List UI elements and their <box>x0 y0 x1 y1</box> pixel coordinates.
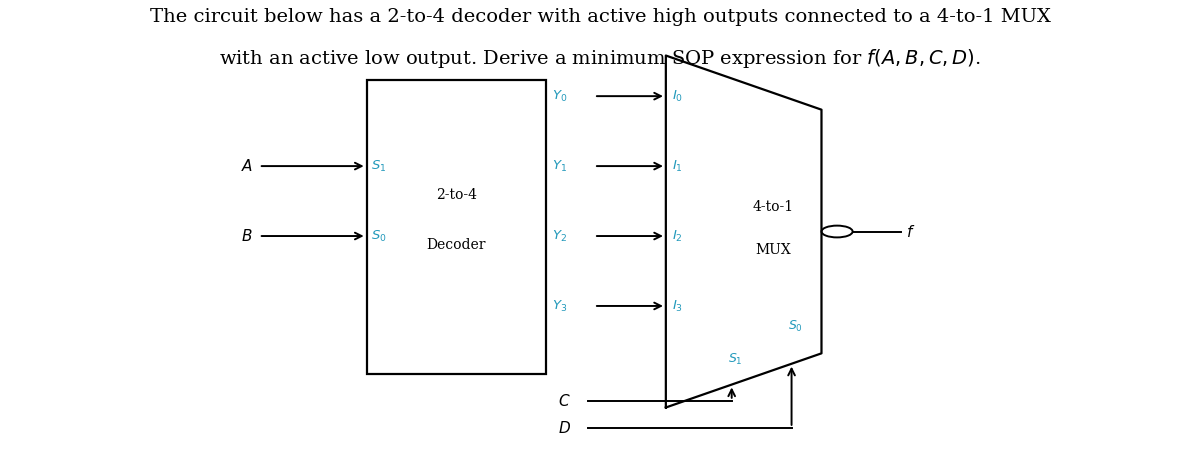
Text: $S_0$: $S_0$ <box>788 319 803 335</box>
Text: $Y_0$: $Y_0$ <box>552 89 568 104</box>
Bar <box>366 80 546 374</box>
Text: MUX: MUX <box>756 242 792 257</box>
Text: $S_1$: $S_1$ <box>728 351 743 366</box>
Text: $A$: $A$ <box>241 158 253 174</box>
Text: $I_1$: $I_1$ <box>672 158 683 173</box>
Text: $S_0$: $S_0$ <box>371 228 386 244</box>
Text: with an active low output. Derive a minimum SOP expression for $f(A, B, C, D)$.: with an active low output. Derive a mini… <box>220 46 980 69</box>
Text: $I_0$: $I_0$ <box>672 89 683 104</box>
Text: 2-to-4: 2-to-4 <box>436 188 476 202</box>
Text: $S_1$: $S_1$ <box>371 158 386 173</box>
Text: 4-to-1: 4-to-1 <box>754 200 794 214</box>
Text: $Y_3$: $Y_3$ <box>552 298 568 314</box>
Text: $I_2$: $I_2$ <box>672 228 683 244</box>
Text: $Y_1$: $Y_1$ <box>552 158 568 173</box>
Text: Decoder: Decoder <box>426 238 486 252</box>
Text: $I_3$: $I_3$ <box>672 298 683 314</box>
Text: $C$: $C$ <box>558 393 571 409</box>
Text: The circuit below has a 2-to-4 decoder with active high outputs connected to a 4: The circuit below has a 2-to-4 decoder w… <box>150 8 1050 26</box>
Text: $Y_2$: $Y_2$ <box>552 228 568 244</box>
Text: $f$: $f$ <box>906 223 916 240</box>
Text: $D$: $D$ <box>558 420 571 436</box>
Text: $B$: $B$ <box>241 228 253 244</box>
